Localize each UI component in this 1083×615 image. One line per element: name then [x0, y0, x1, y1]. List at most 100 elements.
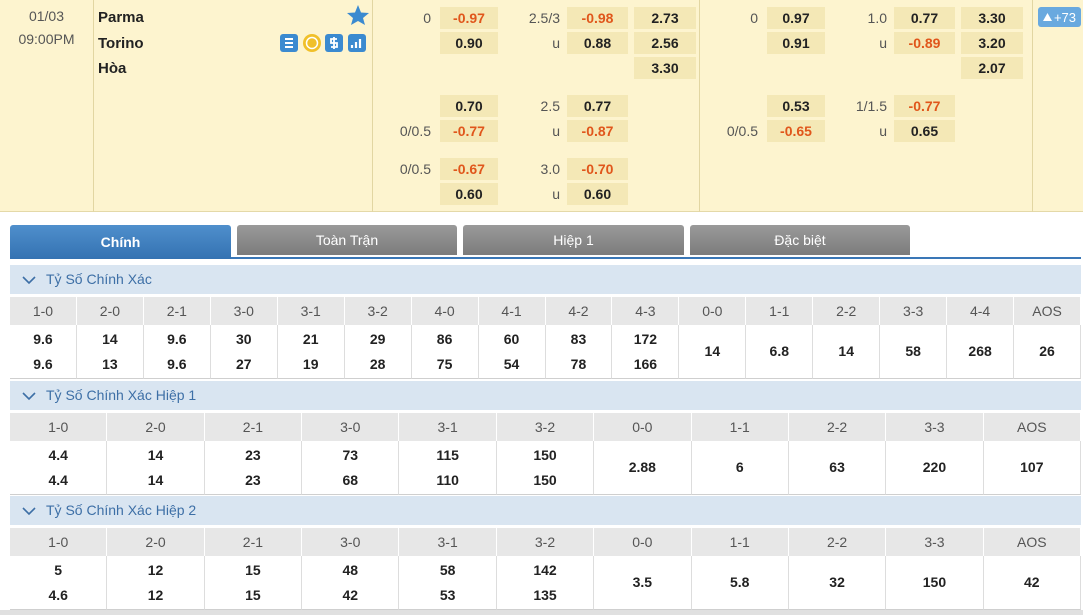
handicap-odds[interactable]: -0.67 [440, 158, 498, 180]
draw-label: Hòa [98, 60, 127, 77]
handicap-odds[interactable]: 0.90 [440, 32, 498, 54]
odds-cell[interactable]: 21 19 [277, 325, 345, 379]
tab[interactable]: Chính [10, 225, 231, 259]
odds-cell[interactable]: 58 [880, 325, 948, 379]
odds-value: 150 [922, 574, 947, 590]
odds-cell[interactable]: 15 15 [204, 556, 303, 610]
total-odds[interactable]: 0.77 [894, 7, 955, 29]
odds-cell[interactable]: 26 [1014, 325, 1081, 379]
odds-cell[interactable]: 6.8 [746, 325, 814, 379]
odds-cell[interactable]: 6 [691, 441, 789, 495]
result-odds[interactable]: 2.56 [634, 32, 696, 54]
odds-cell[interactable]: 172 166 [612, 325, 680, 379]
section-header[interactable]: Tỷ Số Chính Xác Hiệp 1 [10, 381, 1081, 410]
odds-cell[interactable]: 2.88 [594, 441, 692, 495]
odds-cell[interactable]: 14 [679, 325, 747, 379]
odds-value: 23 [245, 447, 261, 463]
odds-cell[interactable]: 86 75 [411, 325, 479, 379]
odds-cell[interactable]: 268 [947, 325, 1015, 379]
result-odds[interactable]: 3.30 [634, 57, 696, 79]
odds-cell[interactable]: 14 [813, 325, 881, 379]
total-odds[interactable]: -0.98 [567, 7, 628, 29]
tab[interactable]: Đặc biệt [690, 225, 910, 255]
section-title: Tỷ Số Chính Xác [46, 271, 152, 287]
handicap-odds[interactable]: 0.91 [767, 32, 825, 54]
handicap-odds[interactable]: -0.77 [440, 120, 498, 142]
match-tools[interactable] [280, 33, 370, 53]
odds-cell[interactable]: 83 78 [545, 325, 613, 379]
result-odds[interactable]: 2.07 [961, 57, 1023, 79]
more-markets[interactable]: +73 [1038, 7, 1081, 27]
handicap-odds[interactable]: 0.97 [767, 7, 825, 29]
match-date: 01/03 [28, 8, 65, 24]
odds-value: 9.6 [167, 356, 187, 372]
odds-cell[interactable]: 150 [886, 556, 984, 610]
odds-cell[interactable]: 9.6 9.6 [10, 325, 77, 379]
tab[interactable]: Toàn Trận [237, 225, 457, 255]
odds-cell[interactable]: 142 135 [496, 556, 595, 610]
tab[interactable]: Hiệp 1 [463, 225, 684, 255]
score-label: 3-1 [399, 528, 497, 556]
total-odds[interactable]: 0.88 [567, 32, 628, 54]
odds-cell[interactable]: 107 [983, 441, 1081, 495]
odds-cell[interactable]: 32 [788, 556, 887, 610]
home-team: Parma [98, 9, 144, 26]
odds-cell[interactable]: 5.8 [691, 556, 789, 610]
result-odds[interactable]: 3.30 [961, 7, 1023, 29]
handicap-odds[interactable]: -0.65 [767, 120, 825, 142]
handicap-odds[interactable]: 0.70 [440, 95, 498, 117]
total-odds[interactable]: -0.70 [567, 158, 628, 180]
odds-cell[interactable]: 42 [983, 556, 1081, 610]
odds-cell[interactable]: 48 42 [302, 556, 400, 610]
result-odds[interactable]: 3.20 [961, 32, 1023, 54]
score-label: 1-1 [746, 297, 814, 325]
odds-cell[interactable]: 58 53 [399, 556, 497, 610]
section-header[interactable]: Tỷ Số Chính Xác [10, 265, 1081, 294]
odds-cell[interactable]: 14 14 [107, 441, 205, 495]
odds-cell[interactable]: 4.4 4.4 [10, 441, 108, 495]
odds-value: 6 [735, 459, 744, 475]
odds-cell[interactable]: 150 150 [496, 441, 595, 495]
handicap-odds[interactable]: -0.97 [440, 7, 498, 29]
total-odds[interactable]: 0.77 [567, 95, 628, 117]
odds-value: 58 [905, 343, 921, 359]
odds-cell[interactable]: 220 [886, 441, 984, 495]
handicap-odds[interactable]: 0.53 [767, 95, 825, 117]
odds-value: 75 [436, 356, 453, 372]
odds-value: 60 [503, 331, 520, 347]
odds-cell[interactable]: 14 13 [76, 325, 144, 379]
score-label: 1-1 [691, 528, 789, 556]
total-line: u [879, 35, 887, 51]
odds-cell[interactable]: 63 [788, 441, 887, 495]
odds-cell[interactable]: 3.5 [594, 556, 692, 610]
score-label: 3-1 [277, 297, 345, 325]
odds-cell[interactable]: 9.6 9.6 [143, 325, 211, 379]
score-label: 2-1 [143, 297, 211, 325]
odds-cell[interactable]: 29 28 [344, 325, 412, 379]
odds-value: 15 [245, 562, 261, 578]
odds-value: 115 [436, 447, 459, 463]
odds-cell[interactable]: 60 54 [478, 325, 546, 379]
score-label: 3-2 [344, 297, 412, 325]
total-odds[interactable]: -0.77 [894, 95, 955, 117]
odds-cell[interactable]: 5 4.6 [10, 556, 108, 610]
handicap-odds[interactable]: 0.60 [440, 183, 498, 205]
total-line: u [552, 123, 560, 139]
odds-cell[interactable]: 73 68 [302, 441, 400, 495]
odds-value: 14 [704, 343, 721, 359]
odds-cell[interactable]: 23 23 [204, 441, 303, 495]
score-label: 1-1 [691, 413, 789, 441]
total-odds[interactable]: 0.60 [567, 183, 628, 205]
odds-cell[interactable]: 30 27 [210, 325, 278, 379]
odds-cell[interactable]: 115 110 [399, 441, 497, 495]
odds-value: 4.4 [48, 447, 68, 463]
odds-value: 21 [302, 331, 319, 347]
total-odds[interactable]: -0.89 [894, 32, 955, 54]
favorite-star[interactable] [346, 4, 370, 26]
total-odds[interactable]: 0.65 [894, 120, 955, 142]
section-header[interactable]: Tỷ Số Chính Xác Hiệp 2 [10, 496, 1081, 525]
odds-cell[interactable]: 12 12 [107, 556, 205, 610]
total-odds[interactable]: -0.87 [567, 120, 628, 142]
result-odds[interactable]: 2.73 [634, 7, 696, 29]
odds-value: 12 [147, 587, 164, 603]
